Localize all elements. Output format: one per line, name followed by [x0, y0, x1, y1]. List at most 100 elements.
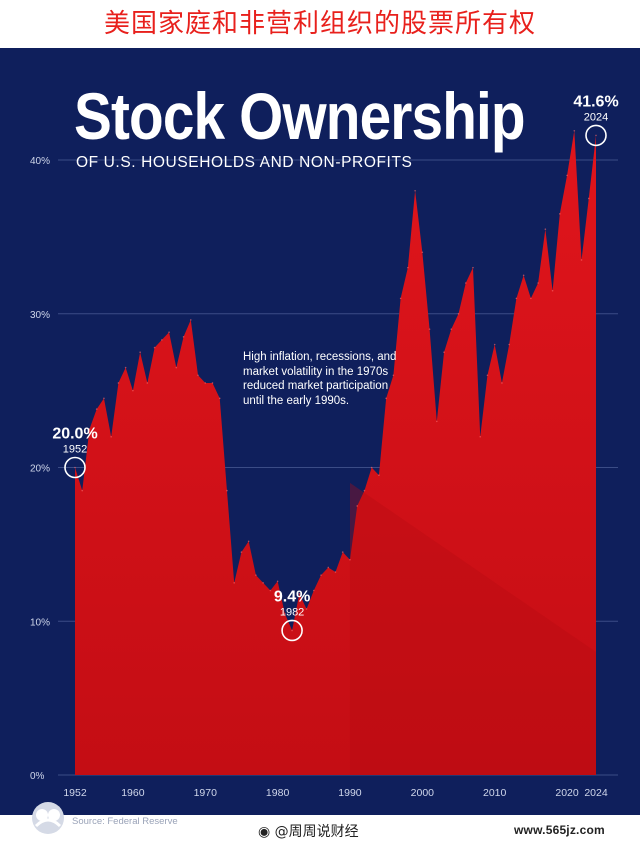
highlight-value-label: 9.4% [274, 588, 310, 605]
chart-subtitle: OF U.S. HOUSEHOLDS AND NON-PROFITS [76, 154, 413, 171]
y-tick-label: 40% [30, 156, 50, 167]
data-point [110, 435, 112, 438]
data-point [595, 134, 597, 137]
data-point [428, 328, 431, 330]
data-point [284, 612, 286, 615]
weibo-handle: @周周说财经 [274, 824, 359, 840]
data-point [392, 374, 395, 377]
visual-capitalist-logo-icon [32, 802, 64, 834]
highlight-value-label: 41.6% [573, 93, 618, 110]
highlight-marker [64, 456, 86, 479]
data-point [103, 397, 105, 400]
data-point [530, 297, 532, 300]
weibo-credit: ◉ @周周说财经 [258, 821, 359, 841]
data-point [544, 228, 547, 230]
data-point [327, 566, 330, 569]
data-point [537, 282, 539, 284]
data-point [124, 366, 127, 369]
data-point [580, 259, 583, 261]
data-point [399, 297, 402, 300]
data-point [146, 382, 149, 384]
data-point [240, 551, 243, 553]
y-tick-label: 30% [30, 310, 50, 321]
data-point [305, 608, 308, 610]
data-point [508, 343, 510, 346]
x-tick-label: 1952 [63, 787, 87, 799]
data-point [81, 489, 84, 492]
watermark-text: www.565jz.com [514, 823, 605, 837]
data-point [464, 282, 467, 284]
data-point [522, 274, 525, 277]
data-point [356, 505, 359, 507]
data-point [559, 213, 561, 215]
data-point [493, 343, 496, 346]
data-point [472, 266, 474, 269]
data-point [161, 339, 163, 341]
x-tick-label: 2000 [411, 787, 435, 799]
x-tick-label: 2024 [584, 787, 608, 799]
y-tick-label: 0% [30, 771, 45, 782]
stock-ownership-chart: 0% 10% 20% 30% 40% 1952 1960 1970 1980 1990 2000 20… [30, 93, 619, 799]
data-point [385, 397, 387, 400]
data-point [566, 174, 568, 177]
footer-bar [0, 815, 640, 845]
data-point [117, 382, 120, 384]
x-tick-label: 2010 [483, 787, 507, 799]
data-point [291, 629, 293, 632]
x-tick-label: 1980 [266, 787, 290, 799]
data-point [312, 589, 315, 592]
data-point [247, 540, 250, 543]
highlight-year-label: 2024 [584, 111, 608, 123]
data-point [421, 251, 424, 254]
data-point [349, 558, 351, 561]
data-point [139, 351, 141, 353]
data-point [95, 408, 98, 410]
data-point [587, 197, 590, 200]
y-tick-label: 10% [30, 617, 50, 628]
data-point [132, 389, 134, 392]
data-point [211, 382, 214, 384]
data-point [501, 382, 503, 384]
data-point [370, 466, 373, 469]
data-point [262, 582, 264, 584]
data-point [479, 435, 482, 438]
ownership-area [75, 130, 596, 776]
data-point [486, 374, 489, 377]
highlight-value-label: 20.0% [52, 426, 97, 443]
data-point [551, 289, 554, 292]
highlight-year-label: 1982 [280, 606, 304, 618]
data-point [436, 420, 438, 423]
data-point [457, 312, 460, 315]
infographic-panel: 0% 10% 20% 30% 40% 1952 1960 1970 1980 1990 2000 20… [0, 48, 640, 815]
data-point [276, 580, 279, 583]
data-point [189, 319, 192, 321]
highlight-marker [585, 124, 607, 147]
data-point [204, 382, 207, 384]
x-tick-label: 1960 [121, 787, 145, 799]
data-point [341, 551, 344, 553]
data-point [450, 328, 453, 330]
data-point [320, 574, 322, 576]
data-point [182, 336, 185, 338]
source-note: Source: Federal Reserve [72, 816, 178, 827]
x-tick-label: 2020 [555, 787, 579, 799]
data-point [88, 428, 91, 430]
x-tick-label: 1970 [194, 787, 218, 799]
data-point [226, 489, 228, 492]
chart-title: Stock Ownership [74, 79, 526, 153]
area-shading [349, 482, 596, 775]
top-banner: 美国家庭和非营利组织的股票所有权 [0, 0, 640, 48]
data-point [175, 366, 178, 369]
data-point [573, 129, 576, 132]
data-point [443, 351, 445, 353]
data-point [255, 574, 257, 576]
data-point [515, 297, 518, 300]
data-point [74, 466, 76, 469]
data-point [233, 582, 235, 584]
data-point [218, 397, 221, 400]
banner-title: 美国家庭和非营利组织的股票所有权 [103, 9, 536, 39]
x-tick-label: 1990 [338, 787, 362, 799]
data-point [378, 474, 380, 476]
data-point [153, 346, 156, 349]
data-point [269, 589, 272, 592]
